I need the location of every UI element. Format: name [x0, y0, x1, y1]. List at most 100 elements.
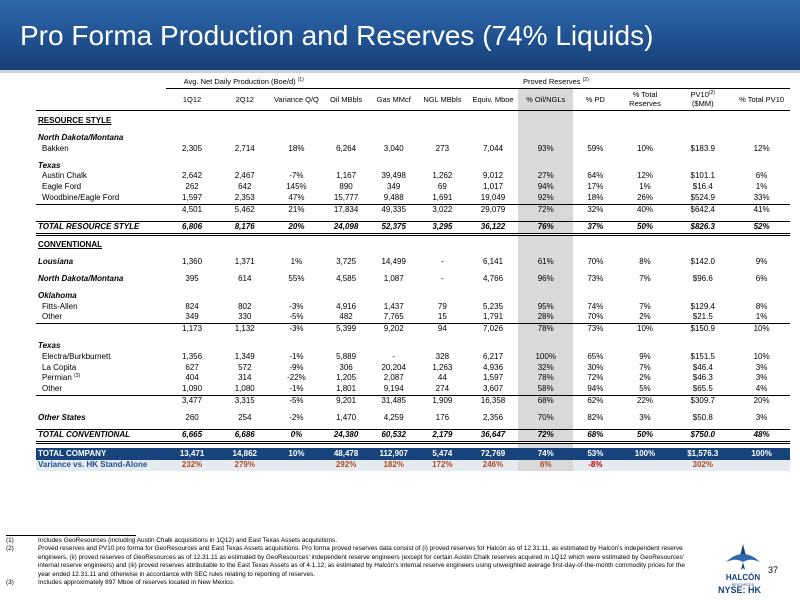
row-label: La Copita — [36, 363, 166, 374]
variance-value: 1% — [290, 257, 303, 267]
slide-header: Pro Forma Production and Reserves (74% L… — [0, 0, 800, 70]
pv10-value: $21.5 — [692, 312, 713, 322]
oil-value: 3,725 — [336, 257, 357, 267]
row-label: TOTAL CONVENTIONAL — [36, 429, 166, 444]
pd-pct-value: 74% — [587, 301, 604, 311]
equiv-value: 9,012 — [483, 171, 504, 181]
pv10-value: $524.9 — [690, 193, 715, 203]
row-label: Other — [36, 384, 166, 395]
gas-value: 7,765 — [383, 312, 404, 322]
region-heading: North Dakota/Montana — [38, 133, 124, 143]
spacer-row — [36, 423, 790, 430]
oil-value: 24,380 — [321, 429, 371, 444]
gas-value: 4,259 — [383, 412, 404, 422]
oil-ngl-pct-value: 78% — [518, 373, 574, 385]
gas-value: 349 — [387, 182, 401, 192]
ngl-value: 328 — [435, 351, 450, 361]
equiv-value: 16,358 — [467, 395, 519, 407]
1q12-value: 824 — [185, 301, 199, 311]
spacer-row — [36, 251, 790, 258]
pd-pct-value: 62% — [573, 395, 618, 407]
oil-ngl-pct-value: 78% — [518, 323, 574, 336]
footnote-mark: (3) — [6, 579, 14, 587]
row-label-text: Eagle Ford — [42, 182, 82, 192]
row-label: Variance vs. HK Stand-Alone — [36, 460, 166, 472]
oil-ngl-pct-value: 74% — [518, 448, 574, 461]
row-bakken: Bakken 2,305 2,714 18% 6,264 3,040 273 7,044 93%… — [36, 143, 790, 155]
shaded-column-cell — [518, 215, 574, 222]
oil-value: 1,205 — [336, 373, 357, 383]
gas-value: 31,485 — [370, 395, 418, 407]
footnote-text: Includes GeoResources (including Austin … — [38, 537, 337, 544]
pd-pct-value: 37% — [573, 221, 618, 236]
row-fitts-allen: Fitts-Allen 824 802 -3% 4,916 1,437 79 5,235 95%… — [36, 301, 790, 313]
oil-ngl-pct-value: 68% — [518, 395, 574, 407]
ngl-value: 94 — [417, 323, 468, 336]
gas-value: - — [392, 351, 396, 361]
region-texas: Texas — [36, 160, 790, 172]
pd-pct-value: 32% — [573, 203, 618, 216]
gas-value: 52,375 — [370, 221, 418, 236]
pv10-value: $142.0 — [690, 257, 715, 267]
reserves-table: Avg. Net Daily Production (Boe/d) (1) Pr… — [36, 77, 790, 472]
total-pv10-pct-value: 9% — [755, 257, 768, 267]
col-pv10: PV10(2) ($MM) — [672, 88, 734, 111]
row-other-states: Other States 260 254 -2% 1,470 4,259 176 2,356 7… — [36, 412, 790, 424]
shaded-column-cell — [518, 234, 574, 241]
production-footnote-mark: (1) — [297, 77, 304, 83]
pd-pct-value: 94% — [587, 384, 604, 394]
oil-ngl-pct-value: 28% — [518, 312, 574, 324]
shaded-column-cell — [518, 268, 574, 275]
pv10-value: 302% — [672, 460, 734, 472]
spacer-row — [36, 234, 790, 241]
pv10-value: $50.8 — [692, 412, 713, 422]
ngl-value: 172% — [417, 460, 468, 472]
pv10-value: $183.9 — [690, 143, 715, 153]
total-pv10-pct-value: 3% — [755, 373, 768, 383]
1q12-value: 395 — [185, 274, 199, 284]
footnote-1: (1) Includes GeoResources (including Aust… — [6, 537, 696, 545]
total-reserves-pct-value: 7% — [639, 362, 651, 372]
equiv-value: 36,122 — [467, 221, 519, 236]
total-reserves-pct-value: 10% — [637, 143, 654, 153]
oil-value: 1,167 — [336, 171, 357, 181]
row-texas-conventional-subtotal: 3,477 3,315 -5% 9,201 31,485 1,909 16,358 68% 62… — [36, 395, 790, 407]
1q12-value: 404 — [185, 373, 199, 383]
ngl-value: 5,474 — [417, 448, 468, 461]
ngl-value: 1,691 — [432, 193, 453, 203]
pv10-value: $1,576.3 — [672, 448, 734, 461]
total-pv10-pct-value: 52% — [733, 221, 790, 236]
empty-cell — [573, 240, 790, 251]
total-reserves-pct-value: 7% — [639, 301, 651, 311]
col-equiv: Equiv. Mboe — [467, 88, 519, 111]
2q12-value: 802 — [238, 301, 252, 311]
halcon-logo: HALCÓN RESOURCES — [726, 544, 760, 587]
gas-value: 1,087 — [383, 274, 404, 284]
row-label-text: Electra/Burkburnett — [42, 351, 111, 361]
variance-value: -1% — [289, 351, 304, 361]
ngl-value: 1,263 — [432, 362, 453, 372]
ngl-value: 1,909 — [417, 395, 468, 407]
reserves-footnote-mark: (2) — [582, 77, 589, 83]
shaded-column-cell — [518, 127, 574, 134]
equiv-value: 6,217 — [483, 351, 504, 361]
oil-ngl-pct-value: 32% — [518, 362, 574, 374]
oil-value: 890 — [339, 182, 353, 192]
total-reserves-pct-value: 40% — [617, 203, 673, 216]
equiv-value: 5,235 — [483, 301, 504, 311]
1q12-value: 1,356 — [182, 351, 203, 361]
ngl-value: - — [441, 257, 444, 267]
equiv-value: 72,769 — [467, 448, 519, 461]
pv10-value: $151.5 — [690, 351, 715, 361]
pv10-value: $309.7 — [672, 395, 734, 407]
reserves-group-label: Proved Reserves — [523, 77, 581, 86]
ngl-value: 274 — [435, 384, 450, 394]
row-eagle-ford: Eagle Ford 262 642 145% 890 349 69 1,017 94% 17% 1… — [36, 182, 790, 194]
1q12-value: 260 — [185, 412, 199, 422]
row-total-company: TOTAL COMPANY 13,471 14,862 10% 48,478 112,90… — [36, 448, 790, 461]
row-label: TOTAL RESOURCE STYLE — [36, 221, 166, 236]
variance-value — [271, 460, 322, 472]
total-pv10-pct-value: 48% — [733, 429, 790, 444]
gas-value: 3,040 — [383, 143, 404, 153]
total-pv10-pct-value: 6% — [755, 274, 768, 284]
